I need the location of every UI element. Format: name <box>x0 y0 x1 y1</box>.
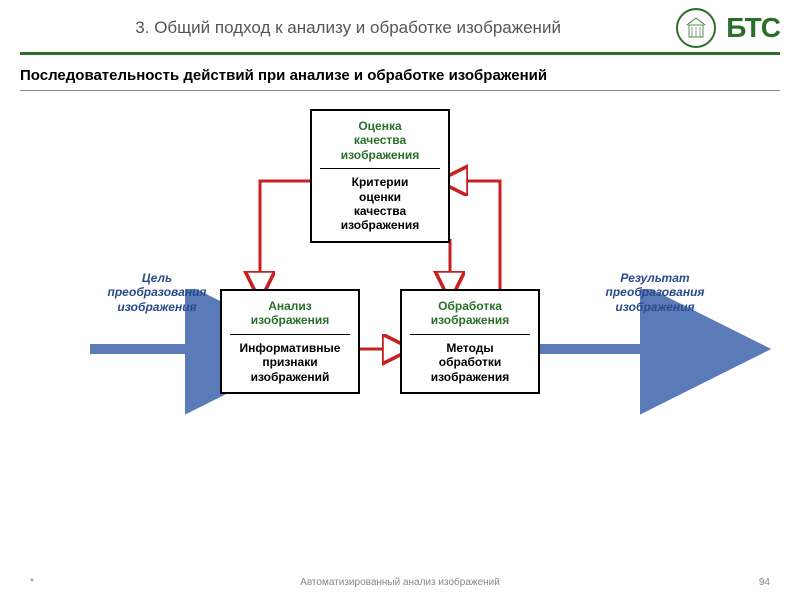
emblem-icon <box>676 8 716 48</box>
footer: * Автоматизированный анализ изображений … <box>0 577 800 588</box>
header: 3. Общий подход к анализу и обработке из… <box>20 8 780 48</box>
box-processing: Обработкаизображения Методыобработкиизоб… <box>400 289 540 394</box>
box-processing-title: Обработкаизображения <box>410 299 530 328</box>
box-quality-sub: Критерииоценкикачестваизображения <box>320 175 440 233</box>
divider-sub <box>20 90 780 91</box>
divider-main <box>20 52 780 55</box>
slide-title: 3. Общий подход к анализу и обработке из… <box>20 17 676 39</box>
footer-right: 94 <box>759 577 770 588</box>
bts-logo: БТС <box>726 12 780 44</box>
box-quality-title: Оценкакачестваизображения <box>320 119 440 162</box>
label-goal: Цельпреобразованияизображения <box>92 271 222 314</box>
label-result: Результатпреобразованияизображения <box>580 271 730 314</box>
subtitle: Последовательность действий при анализе … <box>20 67 780 84</box>
box-analysis-sub: Информативныепризнакиизображений <box>230 341 350 384</box>
box-analysis: Анализизображения Информативныепризнакии… <box>220 289 360 394</box>
logos: БТС <box>676 8 780 48</box>
footer-left: * <box>30 577 34 588</box>
box-analysis-title: Анализизображения <box>230 299 350 328</box>
flowchart: Оценкакачестваизображения Критерииоценки… <box>20 99 780 499</box>
box-processing-sub: Методыобработкиизображения <box>410 341 530 384</box>
footer-center: Автоматизированный анализ изображений <box>300 577 500 588</box>
box-quality: Оценкакачестваизображения Критерииоценки… <box>310 109 450 243</box>
